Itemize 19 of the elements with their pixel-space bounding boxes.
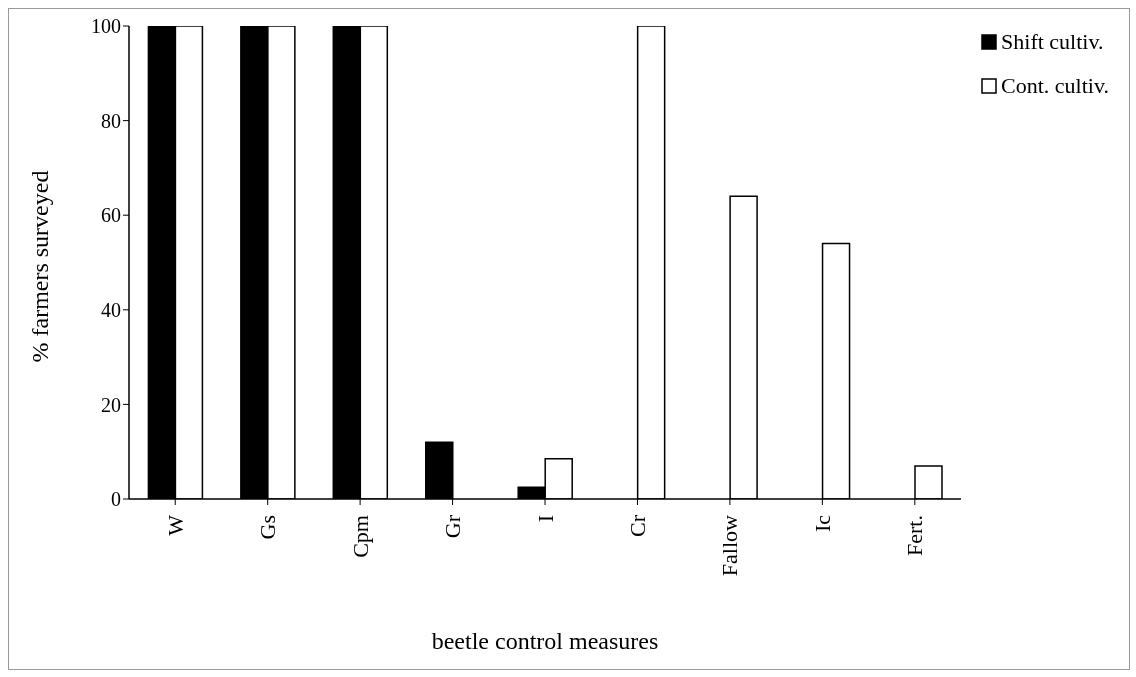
y-tick-label: 0 (111, 488, 121, 511)
x-tick-label: Fert. (902, 515, 928, 556)
y-axis-title: % farmers surveyed (26, 170, 53, 363)
y-tick-label: 100 (91, 15, 121, 38)
y-tick-label: 60 (101, 204, 121, 227)
x-tick-label: Ic (809, 514, 835, 533)
x-tick-label: Gr (440, 514, 466, 539)
x-tick-label: Cpm (347, 515, 373, 558)
x-tick-label: I (532, 515, 558, 523)
y-tick-label: 40 (101, 298, 121, 321)
legend-label: Shift cultiv. (1001, 29, 1104, 55)
legend-label: Cont. cultiv. (1001, 73, 1109, 99)
x-tick-label: W (162, 514, 188, 536)
x-tick-label: Cr (624, 514, 650, 537)
x-tick-label: Fallow (717, 514, 743, 577)
y-tick-label: 80 (101, 109, 121, 132)
x-tick-label: Gs (255, 515, 281, 540)
y-tick-label: 20 (101, 393, 121, 416)
x-axis-title: beetle control measures (431, 628, 659, 654)
